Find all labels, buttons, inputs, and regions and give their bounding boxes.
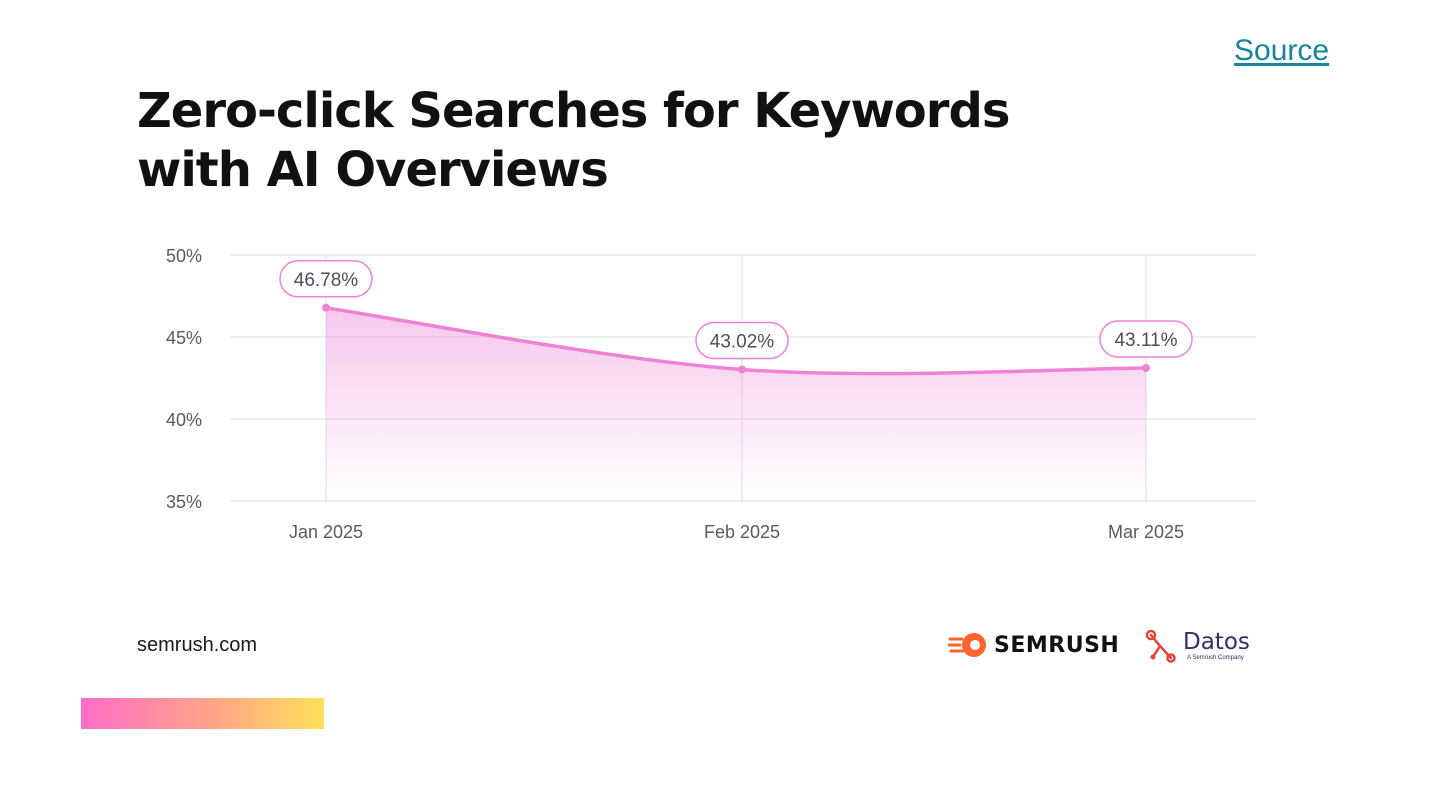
chart-title: Zero-click Searches for Keywords with AI… xyxy=(137,82,1017,200)
x-tick-label: Mar 2025 xyxy=(1108,522,1184,542)
semrush-flame-icon xyxy=(948,633,986,657)
datos-tagline: A Semrush Company xyxy=(1187,655,1244,661)
data-label: 43.11% xyxy=(1114,330,1177,351)
data-label: 46.78% xyxy=(294,270,359,291)
marks-layer: 46.78% 43.02% 43.11% xyxy=(279,260,1193,376)
source-link[interactable]: Source xyxy=(1234,34,1330,67)
y-tick-label: 40% xyxy=(166,410,202,430)
y-tick-label: 35% xyxy=(166,492,202,512)
data-point xyxy=(1142,363,1150,372)
data-point xyxy=(738,365,746,374)
semrush-wordmark: SEMRUSH xyxy=(994,632,1120,658)
datos-nodes-icon xyxy=(1145,629,1176,663)
chart-title-line-1: Zero-click Searches for Keywords xyxy=(137,83,1010,139)
line-chart: 46.78% 43.02% 43.11% 50% 45% 40% 35% Jan 2025 F… xyxy=(166,246,1256,542)
datos-wordmark: Datos xyxy=(1183,629,1250,655)
brand-gradient-bar xyxy=(81,698,324,729)
y-tick-label: 45% xyxy=(166,328,202,348)
data-label: 43.02% xyxy=(710,331,775,352)
data-point xyxy=(322,303,330,312)
x-tick-label: Feb 2025 xyxy=(704,522,780,542)
x-tick-label: Jan 2025 xyxy=(289,522,363,542)
y-tick-label: 50% xyxy=(166,246,202,266)
series-area xyxy=(326,307,1146,501)
data-label-pill xyxy=(1099,320,1193,358)
area-layer xyxy=(326,307,1146,501)
semrush-logo: SEMRUSH xyxy=(948,628,1119,662)
data-label-pill xyxy=(695,321,789,360)
axis-layer: 50% 45% 40% 35% Jan 2025 Feb 2025 Mar 2025 xyxy=(166,246,1184,542)
datos-logo: Datos A Semrush Company xyxy=(1145,626,1250,666)
footer-site: semrush.com xyxy=(137,634,258,656)
chart-title-line-2: with AI Overviews xyxy=(137,142,609,198)
data-label-pill xyxy=(279,260,373,298)
